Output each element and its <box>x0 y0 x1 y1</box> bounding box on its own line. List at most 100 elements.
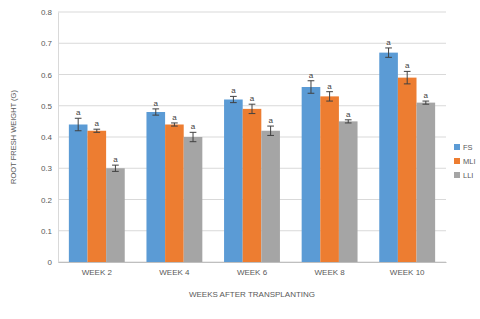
error-bar-stem <box>329 92 330 101</box>
error-bar-cap <box>326 101 333 102</box>
x-tick-label: WEEK 6 <box>237 268 268 277</box>
legend-label: LLI <box>463 171 473 180</box>
error-bar <box>267 126 274 135</box>
error-bar <box>230 96 237 102</box>
grid <box>58 12 446 262</box>
error-bar <box>326 92 333 101</box>
error-bar-cap <box>171 122 178 123</box>
x-tick-label: WEEK 2 <box>82 268 113 277</box>
y-tick: 0.4 <box>41 133 58 142</box>
error-bar-stem <box>310 81 311 94</box>
bar <box>398 78 417 262</box>
error-bar-cap <box>230 96 237 97</box>
bar <box>417 103 436 262</box>
error-bar-cap <box>267 135 274 136</box>
y-axis-title: ROOT FRESH WEIGHT (G) <box>9 90 18 184</box>
significance-letter: a <box>191 122 196 131</box>
x-tick: WEEK 2 <box>82 262 113 277</box>
error-bar-cap <box>249 113 256 114</box>
error-bar-cap <box>345 122 352 123</box>
error-bar-cap <box>93 129 100 130</box>
y-tick: 0.5 <box>41 102 58 111</box>
bar <box>146 112 165 262</box>
bar <box>224 100 243 263</box>
bar <box>69 125 88 263</box>
error-bar <box>422 101 429 104</box>
bar <box>165 125 184 263</box>
y-tick-label: 0 <box>48 258 53 267</box>
error-bar <box>171 123 178 126</box>
error-bar-cap <box>267 126 274 127</box>
annotations: aaaaaaaaaaaaaaa <box>76 38 429 164</box>
y-tick-label: 0.4 <box>41 133 53 142</box>
y-tick-label: 0.8 <box>41 8 53 17</box>
legend-swatch <box>454 172 460 178</box>
error-bar-cap <box>422 101 429 102</box>
error-bar-cap <box>345 119 352 120</box>
y-tick: 0.7 <box>41 39 58 48</box>
error-bar-cap <box>404 71 411 72</box>
error-bar-stem <box>78 118 79 131</box>
error-bar-cap <box>190 141 197 142</box>
x-tick: WEEK 4 <box>159 262 190 277</box>
legend-label: MLI <box>463 157 476 166</box>
significance-letter: a <box>309 71 314 80</box>
error-bar-stem <box>407 71 408 84</box>
error-bar-cap <box>308 80 315 81</box>
y-tick: 0.1 <box>41 227 58 236</box>
bar <box>339 121 358 262</box>
bar <box>302 87 321 262</box>
significance-letter: a <box>268 116 273 125</box>
x-tick: WEEK 8 <box>314 262 345 277</box>
error-bar-cap <box>93 132 100 133</box>
significance-letter: a <box>405 61 410 70</box>
x-axis-title: WEEKS AFTER TRANSPLANTING <box>189 290 315 299</box>
y-tick-label: 0.6 <box>41 71 53 80</box>
error-bar <box>152 109 159 115</box>
error-bar-cap <box>385 47 392 48</box>
y-axis: 0 0.1 0.2 0.3 0.4 0.5 0.6 0.7 0.8 <box>41 8 59 267</box>
x-tick-label: WEEK 4 <box>159 268 190 277</box>
legend-item: FS <box>454 143 473 152</box>
error-bar-stem <box>155 109 156 115</box>
legend-label: FS <box>463 143 473 152</box>
significance-letter: a <box>172 113 177 122</box>
bar <box>320 96 339 262</box>
error-bar <box>308 81 315 94</box>
error-bar-cap <box>326 91 333 92</box>
significance-letter: a <box>113 155 118 164</box>
y-tick: 0.3 <box>41 164 58 173</box>
y-tick: 0.2 <box>41 196 58 205</box>
error-bar-cap <box>404 83 411 84</box>
error-bar-cap <box>152 108 159 109</box>
error-bar-cap <box>385 57 392 58</box>
error-bar-cap <box>75 130 82 131</box>
plot-area: 0 0.1 0.2 0.3 0.4 0.5 0.6 0.7 0.8 WEEK 2 WEEK 4 WEE… <box>41 8 447 277</box>
x-tick: WEEK 10 <box>390 262 425 277</box>
error-bar <box>385 48 392 57</box>
error-bar-stem <box>388 48 389 57</box>
error-bar <box>190 132 197 141</box>
significance-letter: a <box>346 110 351 119</box>
bar <box>261 131 280 262</box>
legend-swatch <box>454 158 460 164</box>
y-tick-label: 0.2 <box>41 196 53 205</box>
significance-letter: a <box>154 99 159 108</box>
error-bar-stem <box>115 165 116 171</box>
y-tick-label: 0.7 <box>41 39 53 48</box>
error-bar-cap <box>308 93 315 94</box>
y-tick: 0.6 <box>41 71 58 80</box>
bar <box>243 109 262 262</box>
error-bar-stem <box>193 132 194 141</box>
x-axis-line <box>59 262 447 263</box>
chart: 0 0.1 0.2 0.3 0.4 0.5 0.6 0.7 0.8 WEEK 2 WEEK 4 WEE… <box>0 0 480 319</box>
bar <box>87 131 106 262</box>
significance-letter: a <box>424 91 429 100</box>
error-bar-cap <box>75 118 82 119</box>
significance-letter: a <box>76 108 81 117</box>
bars <box>69 48 435 262</box>
error-bar-cap <box>230 102 237 103</box>
significance-letter: a <box>327 82 332 91</box>
error-bar-cap <box>112 165 119 166</box>
x-tick-label: WEEK 8 <box>314 268 345 277</box>
